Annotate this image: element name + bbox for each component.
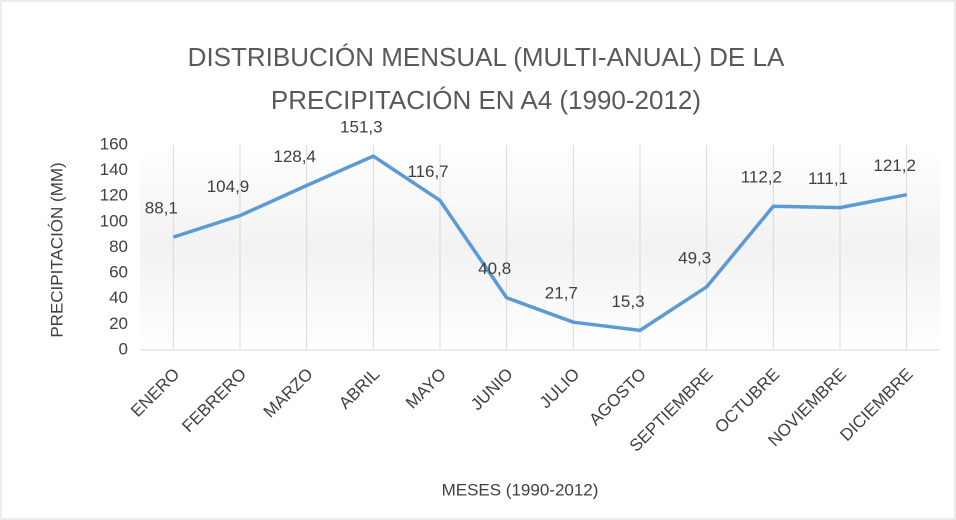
data-label: 112,2 — [741, 168, 782, 187]
y-axis-title: PRECIPITACIÓN (MM) — [47, 162, 66, 337]
y-tick-label: 0 — [119, 339, 128, 358]
data-label: 128,4 — [273, 147, 316, 166]
y-tick-label: 40 — [109, 288, 128, 307]
y-tick-label: 100 — [100, 211, 128, 230]
data-line — [172, 154, 908, 333]
y-tick-label: 20 — [109, 314, 128, 333]
data-label: 88,1 — [145, 199, 178, 218]
y-tick-label: 60 — [109, 263, 128, 282]
data-label: 49,3 — [678, 248, 711, 267]
data-label: 111,1 — [808, 169, 848, 188]
data-label: 104,9 — [207, 177, 250, 196]
data-label: 40,8 — [478, 259, 511, 278]
y-tick-label: 160 — [100, 134, 128, 153]
y-tick-label: 120 — [100, 186, 128, 205]
plot-area — [140, 145, 940, 350]
data-label: 15,3 — [611, 292, 644, 311]
chart-title: DISTRIBUCIÓN MENSUAL (MULTI-ANUAL) DE LA… — [187, 42, 785, 115]
x-axis-title: MESES (1990-2012) — [442, 480, 599, 499]
data-label: 116,7 — [407, 162, 448, 181]
y-tick-label: 80 — [109, 237, 128, 256]
y-tick-label: 140 — [100, 160, 128, 179]
data-label: 151,3 — [340, 118, 383, 137]
data-label: 121,2 — [873, 156, 916, 175]
data-label: 21,7 — [545, 284, 578, 303]
